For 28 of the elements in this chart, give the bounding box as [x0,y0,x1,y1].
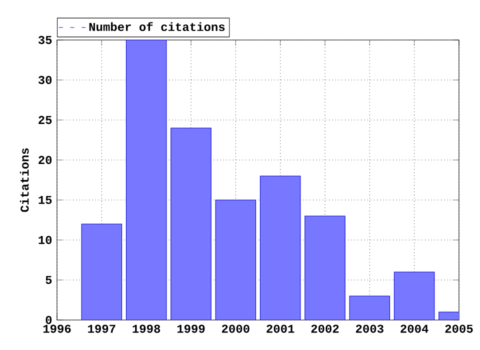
bar [126,40,167,320]
y-tick-label: 30 [38,76,52,84]
x-tick-label: 2001 [266,324,294,333]
x-tick-label: 2002 [311,324,339,333]
y-tick-label: 35 [38,36,52,44]
bar [170,128,212,320]
y-tick-label: 20 [38,156,52,164]
y-tick-label: 0 [46,316,52,324]
y-tick-label: 10 [38,236,52,244]
legend-label: Number of citations [89,22,225,32]
y-tick-label: 15 [38,196,52,204]
x-tick-label: 1999 [177,324,205,333]
bar [394,272,435,320]
bar [81,224,122,320]
bar [260,176,301,320]
bar [215,200,256,320]
y-axis-title: Citations [20,148,29,212]
x-tick-label: 1996 [43,324,71,333]
bar [304,216,346,320]
y-tick-label: 25 [38,116,52,124]
bar [349,296,390,320]
x-tick-label: 1997 [88,324,116,333]
x-tick-label: 1998 [132,324,160,333]
x-tick-label: 2003 [356,324,384,333]
y-tick-label: 5 [46,276,52,284]
x-tick-label: 2004 [400,324,428,333]
x-tick-label: 2000 [222,324,250,333]
x-tick-label: 2005 [445,324,473,333]
